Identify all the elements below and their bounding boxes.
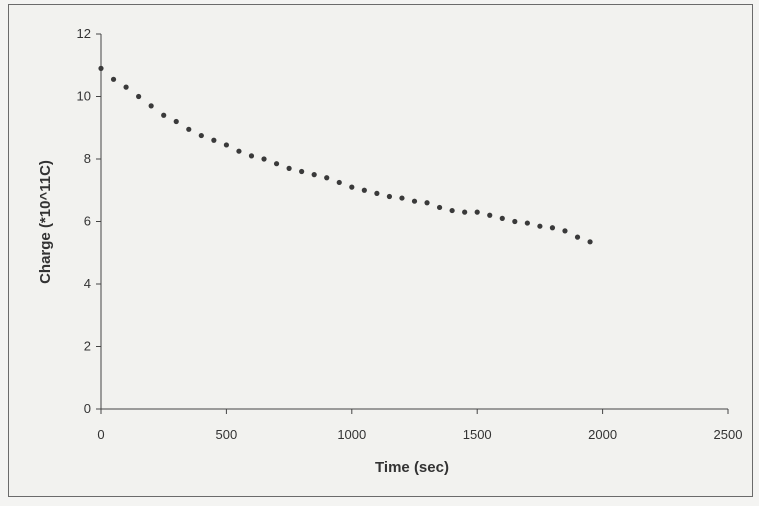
data-point bbox=[286, 165, 292, 171]
data-point bbox=[248, 153, 255, 159]
axes bbox=[96, 33, 729, 414]
data-point bbox=[311, 172, 317, 178]
data-point bbox=[487, 212, 493, 218]
data-point bbox=[449, 207, 455, 214]
data-point bbox=[462, 209, 468, 215]
data-point bbox=[324, 175, 330, 181]
data-point bbox=[361, 187, 367, 193]
data-point bbox=[512, 218, 518, 225]
data-point bbox=[524, 220, 530, 226]
data-point bbox=[123, 84, 129, 90]
data-point bbox=[148, 103, 154, 109]
data-point bbox=[587, 239, 593, 245]
y-tick-label: 2 bbox=[84, 339, 91, 354]
data-point bbox=[411, 198, 418, 204]
x-axis-title: Time (sec) bbox=[375, 459, 449, 476]
x-tick-label: 2000 bbox=[588, 427, 617, 442]
data-point bbox=[110, 76, 117, 82]
data-point bbox=[336, 179, 342, 186]
x-tick-label: 500 bbox=[216, 427, 238, 442]
data-point bbox=[211, 137, 217, 143]
data-point bbox=[198, 132, 204, 139]
data-point bbox=[386, 193, 393, 200]
data-point bbox=[374, 190, 380, 196]
data-point bbox=[562, 228, 568, 234]
data-point bbox=[261, 156, 267, 162]
chart-frame bbox=[8, 4, 753, 497]
data-point bbox=[173, 118, 179, 125]
data-point bbox=[436, 204, 443, 211]
data-point bbox=[499, 215, 505, 221]
y-axis-title: Charge (*10^11C) bbox=[37, 160, 54, 284]
x-tick-label: 1000 bbox=[337, 427, 366, 442]
data-point bbox=[273, 161, 280, 167]
y-tick-label: 4 bbox=[84, 276, 91, 291]
y-tick-label: 6 bbox=[84, 214, 91, 229]
data-point bbox=[136, 93, 142, 100]
y-tick-label: 0 bbox=[84, 401, 91, 416]
data-point bbox=[549, 225, 556, 231]
data-points bbox=[98, 65, 593, 245]
data-point bbox=[474, 209, 480, 215]
y-tick-label: 8 bbox=[84, 151, 91, 166]
data-point bbox=[236, 148, 242, 154]
data-point bbox=[299, 168, 305, 175]
x-tick-label: 2500 bbox=[714, 427, 743, 442]
y-tick-label: 10 bbox=[77, 89, 91, 104]
tick-labels: 0 2 4 6 8 10 12 0 500 1000 1500 2000 2500 bbox=[77, 26, 743, 442]
data-point bbox=[399, 195, 405, 201]
data-point bbox=[223, 142, 229, 148]
x-tick-label: 0 bbox=[97, 427, 104, 442]
x-tick-label: 1500 bbox=[463, 427, 492, 442]
data-point bbox=[161, 112, 167, 118]
data-point bbox=[574, 234, 581, 240]
y-tick-label: 12 bbox=[77, 26, 91, 41]
data-point bbox=[537, 223, 543, 229]
data-point bbox=[349, 184, 355, 190]
data-point bbox=[424, 200, 430, 206]
data-point bbox=[186, 126, 192, 132]
data-point bbox=[98, 65, 104, 71]
